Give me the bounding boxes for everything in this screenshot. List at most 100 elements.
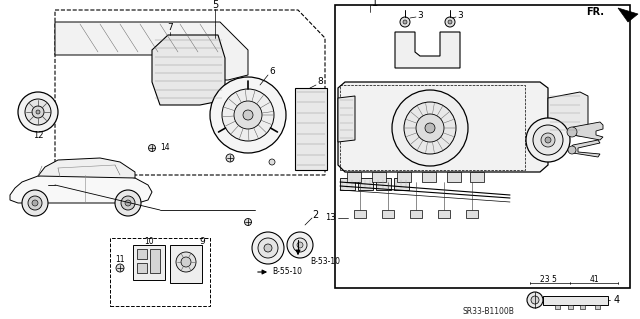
Circle shape bbox=[258, 238, 278, 258]
Bar bbox=[568, 305, 573, 309]
Circle shape bbox=[264, 244, 272, 252]
Text: B-53-10: B-53-10 bbox=[310, 257, 340, 266]
Bar bbox=[354, 210, 366, 218]
Circle shape bbox=[541, 133, 555, 147]
Text: 10: 10 bbox=[144, 238, 154, 247]
Circle shape bbox=[125, 200, 131, 206]
Circle shape bbox=[527, 292, 543, 308]
Bar bbox=[543, 296, 608, 305]
Text: 1: 1 bbox=[372, 0, 378, 8]
Circle shape bbox=[25, 99, 51, 125]
Text: 9: 9 bbox=[199, 238, 205, 247]
Text: 13: 13 bbox=[325, 213, 336, 222]
Circle shape bbox=[404, 102, 456, 154]
Bar bbox=[347, 172, 361, 182]
Bar bbox=[133, 245, 165, 280]
Bar bbox=[397, 172, 411, 182]
Text: 6: 6 bbox=[269, 68, 275, 77]
Polygon shape bbox=[618, 8, 638, 22]
Circle shape bbox=[181, 257, 191, 267]
Polygon shape bbox=[338, 96, 355, 142]
Bar bbox=[595, 305, 600, 309]
Text: 23 5: 23 5 bbox=[540, 275, 556, 284]
Circle shape bbox=[116, 264, 124, 272]
Circle shape bbox=[226, 154, 234, 162]
Circle shape bbox=[244, 219, 252, 226]
Bar bbox=[376, 178, 391, 190]
Bar bbox=[555, 305, 560, 309]
Bar bbox=[422, 172, 436, 182]
Polygon shape bbox=[548, 92, 588, 136]
Bar bbox=[470, 172, 484, 182]
Polygon shape bbox=[55, 22, 248, 80]
Circle shape bbox=[445, 17, 455, 27]
Text: SR33-B1100B: SR33-B1100B bbox=[462, 308, 514, 316]
Polygon shape bbox=[338, 82, 548, 172]
Bar bbox=[137, 263, 147, 273]
Circle shape bbox=[448, 20, 452, 24]
Text: FR.: FR. bbox=[586, 7, 604, 17]
Circle shape bbox=[297, 242, 303, 248]
Circle shape bbox=[526, 118, 570, 162]
Bar bbox=[466, 210, 478, 218]
Bar bbox=[580, 305, 585, 309]
Text: 3: 3 bbox=[417, 11, 423, 19]
Circle shape bbox=[22, 190, 48, 216]
Polygon shape bbox=[395, 32, 460, 68]
Circle shape bbox=[121, 196, 135, 210]
Circle shape bbox=[148, 145, 156, 152]
Bar bbox=[340, 85, 525, 170]
Circle shape bbox=[269, 159, 275, 165]
Text: 11: 11 bbox=[115, 256, 125, 264]
Bar bbox=[137, 249, 147, 259]
Text: B-55-10: B-55-10 bbox=[272, 268, 302, 277]
Circle shape bbox=[234, 101, 262, 129]
Text: 8: 8 bbox=[317, 78, 323, 86]
Circle shape bbox=[28, 196, 42, 210]
Circle shape bbox=[222, 89, 274, 141]
Text: 12: 12 bbox=[33, 131, 44, 140]
Polygon shape bbox=[152, 35, 225, 105]
Circle shape bbox=[36, 110, 40, 114]
Circle shape bbox=[545, 137, 551, 143]
Polygon shape bbox=[10, 172, 152, 203]
Bar bbox=[295, 88, 327, 170]
Bar bbox=[438, 210, 450, 218]
Bar bbox=[150, 249, 160, 273]
Polygon shape bbox=[570, 122, 603, 140]
Circle shape bbox=[400, 17, 410, 27]
Bar bbox=[335, 5, 630, 288]
Bar bbox=[358, 178, 373, 190]
Bar bbox=[382, 210, 394, 218]
Circle shape bbox=[115, 190, 141, 216]
Circle shape bbox=[392, 90, 468, 166]
Circle shape bbox=[567, 127, 577, 137]
Circle shape bbox=[176, 252, 196, 272]
Circle shape bbox=[533, 125, 563, 155]
Circle shape bbox=[32, 106, 44, 118]
Circle shape bbox=[568, 146, 576, 154]
Text: 3: 3 bbox=[457, 11, 463, 19]
Circle shape bbox=[210, 77, 286, 153]
Bar bbox=[170, 245, 202, 283]
Circle shape bbox=[252, 232, 284, 264]
Circle shape bbox=[425, 123, 435, 133]
Circle shape bbox=[531, 296, 539, 304]
Bar bbox=[372, 172, 386, 182]
Bar bbox=[447, 172, 461, 182]
Circle shape bbox=[403, 20, 407, 24]
Polygon shape bbox=[38, 158, 135, 178]
Circle shape bbox=[293, 238, 307, 252]
Text: 4: 4 bbox=[614, 295, 620, 305]
Circle shape bbox=[287, 232, 313, 258]
Bar bbox=[110, 238, 210, 306]
Text: 2: 2 bbox=[312, 210, 318, 220]
Circle shape bbox=[18, 92, 58, 132]
Text: 5: 5 bbox=[212, 0, 218, 10]
Bar bbox=[394, 178, 409, 190]
Text: 7: 7 bbox=[167, 24, 173, 33]
Circle shape bbox=[32, 200, 38, 206]
Polygon shape bbox=[570, 140, 600, 157]
Text: 41: 41 bbox=[589, 275, 599, 284]
Circle shape bbox=[416, 114, 444, 142]
